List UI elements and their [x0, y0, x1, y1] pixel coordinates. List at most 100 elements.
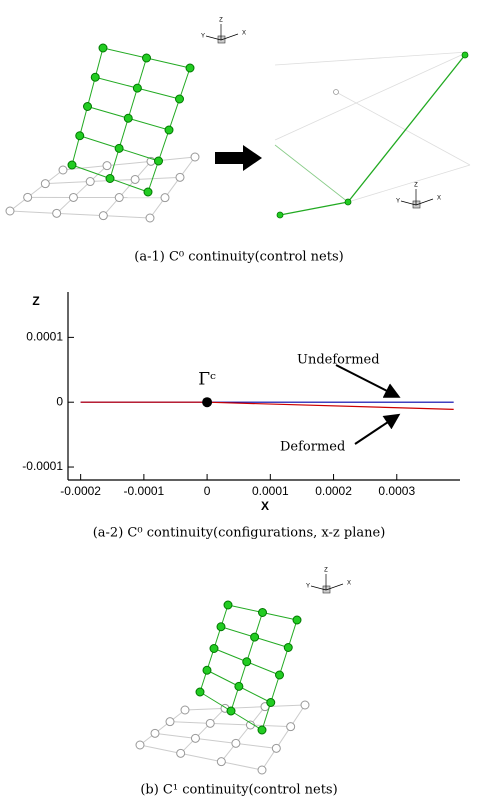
- triad-axis: [415, 198, 434, 206]
- triad-axis: [325, 583, 344, 591]
- net-node: [123, 113, 133, 123]
- x-tick-label: 0.0002: [315, 484, 352, 498]
- annotation-arrow: [354, 413, 401, 445]
- net-edge: [154, 732, 196, 739]
- net-node: [195, 687, 205, 697]
- net-node: [242, 657, 252, 667]
- net-node: [271, 743, 281, 753]
- net-node: [68, 192, 78, 202]
- net-edge: [261, 702, 272, 731]
- triad-label: Y: [306, 584, 310, 590]
- net-node: [190, 733, 200, 743]
- net-edge: [180, 752, 222, 763]
- series-label: Undeformed: [297, 353, 380, 368]
- net-edge: [169, 721, 211, 724]
- net-node: [85, 177, 95, 187]
- x-tick-label: 0.0001: [252, 484, 289, 498]
- net-node: [130, 174, 140, 184]
- net-edge: [94, 47, 104, 78]
- triad-axis: [220, 33, 239, 41]
- net-node: [283, 643, 293, 652]
- net-edge: [221, 761, 263, 771]
- net-node: [275, 670, 284, 680]
- net-edge: [139, 744, 181, 754]
- net-edge: [147, 160, 159, 193]
- x-axis-label: X: [261, 499, 269, 513]
- net-node: [231, 738, 241, 748]
- net-edge: [87, 106, 129, 119]
- triad-label: X: [437, 196, 441, 202]
- net-node: [175, 172, 185, 182]
- net-node: [175, 94, 184, 104]
- net-node: [102, 161, 112, 171]
- net-node: [185, 63, 195, 73]
- annotation-arrow: [335, 364, 401, 398]
- net-node: [142, 53, 151, 63]
- net-edge: [262, 612, 298, 621]
- x-tick-label: 0: [204, 484, 211, 498]
- net-edge: [220, 626, 255, 638]
- net-edge: [135, 176, 181, 180]
- net-node: [90, 72, 100, 82]
- triad-label: Z: [219, 18, 223, 24]
- net-edge: [102, 47, 147, 59]
- net-node: [286, 722, 296, 732]
- triad-axis: [205, 35, 222, 41]
- net-edge: [79, 135, 120, 149]
- net-edge: [246, 661, 280, 676]
- net-edge: [79, 106, 88, 136]
- net-node: [143, 187, 153, 197]
- net-node: [23, 192, 33, 202]
- net-node: [5, 206, 15, 216]
- net-edge: [270, 674, 280, 703]
- net-node: [216, 622, 226, 632]
- deformed-net: [274, 51, 471, 219]
- net-node: [300, 700, 310, 710]
- net-edge: [103, 215, 151, 219]
- annotation-point: [202, 397, 213, 408]
- net-edge: [279, 647, 289, 676]
- net-edge: [238, 685, 271, 703]
- net-node: [226, 706, 236, 716]
- x-tick-label: 0.0003: [378, 484, 415, 498]
- net-edge: [118, 147, 159, 162]
- net-node: [266, 698, 276, 707]
- net-edge: [199, 691, 232, 712]
- net-node: [180, 705, 190, 715]
- net-edge: [109, 148, 120, 179]
- net-node: [114, 143, 124, 153]
- net-node: [67, 160, 77, 170]
- net-edge: [168, 98, 180, 131]
- net-node: [160, 193, 170, 203]
- x-tick-label: -0.0002: [60, 484, 101, 498]
- net-node: [250, 632, 260, 642]
- caption: (b) C¹ continuity(control nets): [140, 783, 337, 798]
- net-edge: [71, 164, 111, 179]
- net-node: [258, 608, 267, 617]
- net-node: [98, 211, 108, 221]
- net-node: [154, 156, 163, 166]
- net-edge: [213, 648, 247, 663]
- net-node: [216, 757, 226, 767]
- net-edge: [287, 619, 298, 648]
- net-node: [164, 125, 174, 135]
- net-node: [202, 665, 212, 675]
- net-node: [205, 718, 215, 728]
- net-node: [176, 748, 186, 758]
- net-node: [132, 83, 142, 93]
- net-edge: [137, 87, 180, 100]
- x-tick-label: -0.0001: [124, 484, 165, 498]
- net-edge: [87, 77, 96, 107]
- net-node: [234, 681, 244, 691]
- net-node: [150, 728, 160, 738]
- net-node: [209, 644, 219, 653]
- annotation-text: Γᶜ: [198, 370, 216, 390]
- net-node: [114, 193, 124, 203]
- net-edge: [127, 87, 138, 119]
- y-tick-label: 0: [56, 394, 63, 408]
- net-edge: [206, 669, 240, 687]
- triad-label: X: [242, 31, 246, 37]
- net-edge: [210, 722, 251, 726]
- series-label: Deformed: [280, 440, 345, 455]
- triad-label: X: [347, 581, 351, 587]
